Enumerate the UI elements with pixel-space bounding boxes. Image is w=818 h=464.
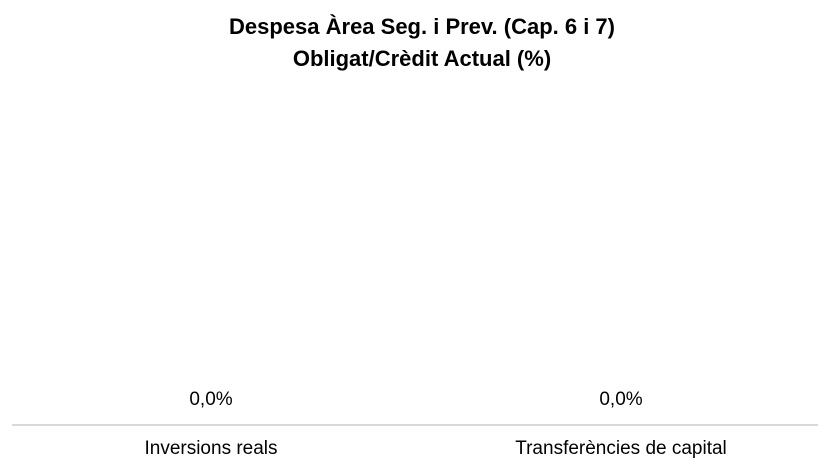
x-tick-label: Inversions reals: [144, 438, 277, 459]
value-label: 0,0%: [189, 389, 232, 410]
x-tick-label: Transferències de capital: [515, 438, 727, 459]
chart-subtitle: Obligat/Crèdit Actual (%): [293, 46, 551, 71]
chart-title: Despesa Àrea Seg. i Prev. (Cap. 6 i 7): [229, 14, 615, 39]
value-label: 0,0%: [599, 389, 642, 410]
